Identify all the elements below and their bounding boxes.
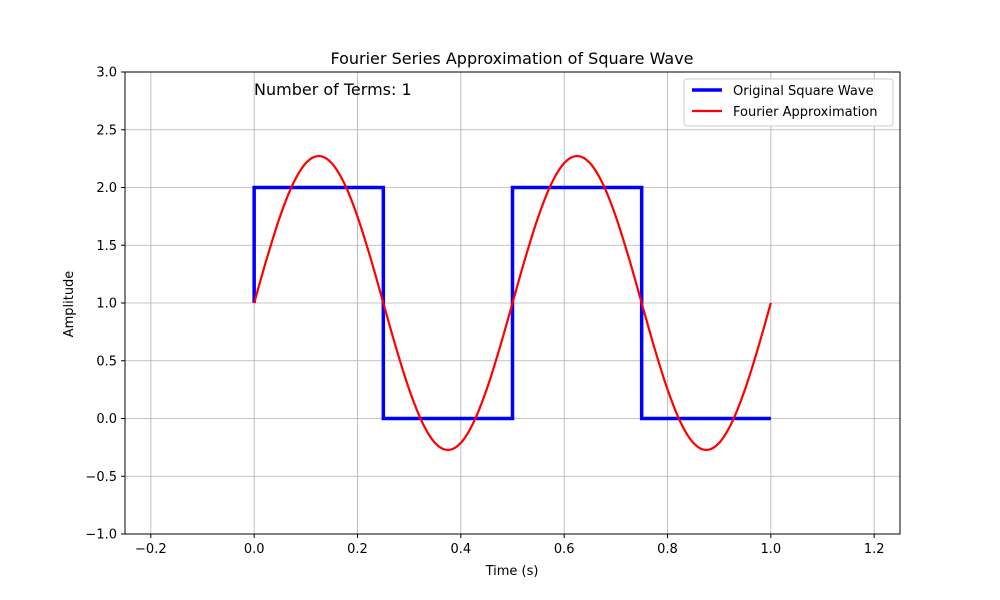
fourier-approximation-line — [253, 154, 772, 452]
x-tick-label: 0.0 — [244, 542, 265, 557]
y-tick-label: −0.5 — [85, 470, 117, 485]
y-axis-title: Amplitude — [62, 271, 77, 338]
x-tick-label: 0.2 — [347, 542, 368, 557]
y-tick-label: 2.0 — [96, 181, 117, 196]
y-tick-label: 1.0 — [96, 297, 117, 312]
terms-annotation: Number of Terms: 1 — [254, 80, 412, 99]
chart-title: Fourier Series Approximation of Square W… — [330, 49, 693, 68]
x-tick-label: 0.6 — [554, 542, 575, 557]
x-tick-label: 1.0 — [760, 542, 781, 557]
x-tick-label: 1.2 — [864, 542, 885, 557]
legend-label-square-wave: Original Square Wave — [733, 84, 874, 99]
y-tick-label: 1.5 — [96, 239, 117, 254]
series-layer — [252, 154, 772, 452]
legend-box — [683, 78, 894, 127]
ticks: −0.2 0.0 0.2 0.4 0.6 0.8 1.0 1.2 −1.0 −0.5 0.0 0.5 1… — [85, 66, 884, 558]
x-tick-label: 0.4 — [450, 542, 471, 557]
x-tick-label: −0.2 — [135, 542, 167, 557]
y-tick-label: 0.0 — [96, 412, 117, 427]
x-tick-label: 0.8 — [657, 542, 678, 557]
legend: Original Square Wave Fourier Approximati… — [683, 78, 894, 127]
square-wave-line — [252, 185, 771, 421]
y-tick-label: 3.0 — [96, 66, 117, 81]
legend-label-fourier: Fourier Approximation — [733, 105, 878, 120]
x-axis-title: Time (s) — [485, 564, 539, 579]
y-tick-label: −1.0 — [85, 528, 117, 543]
y-tick-label: 0.5 — [96, 354, 117, 369]
y-tick-label: 2.5 — [96, 123, 117, 138]
